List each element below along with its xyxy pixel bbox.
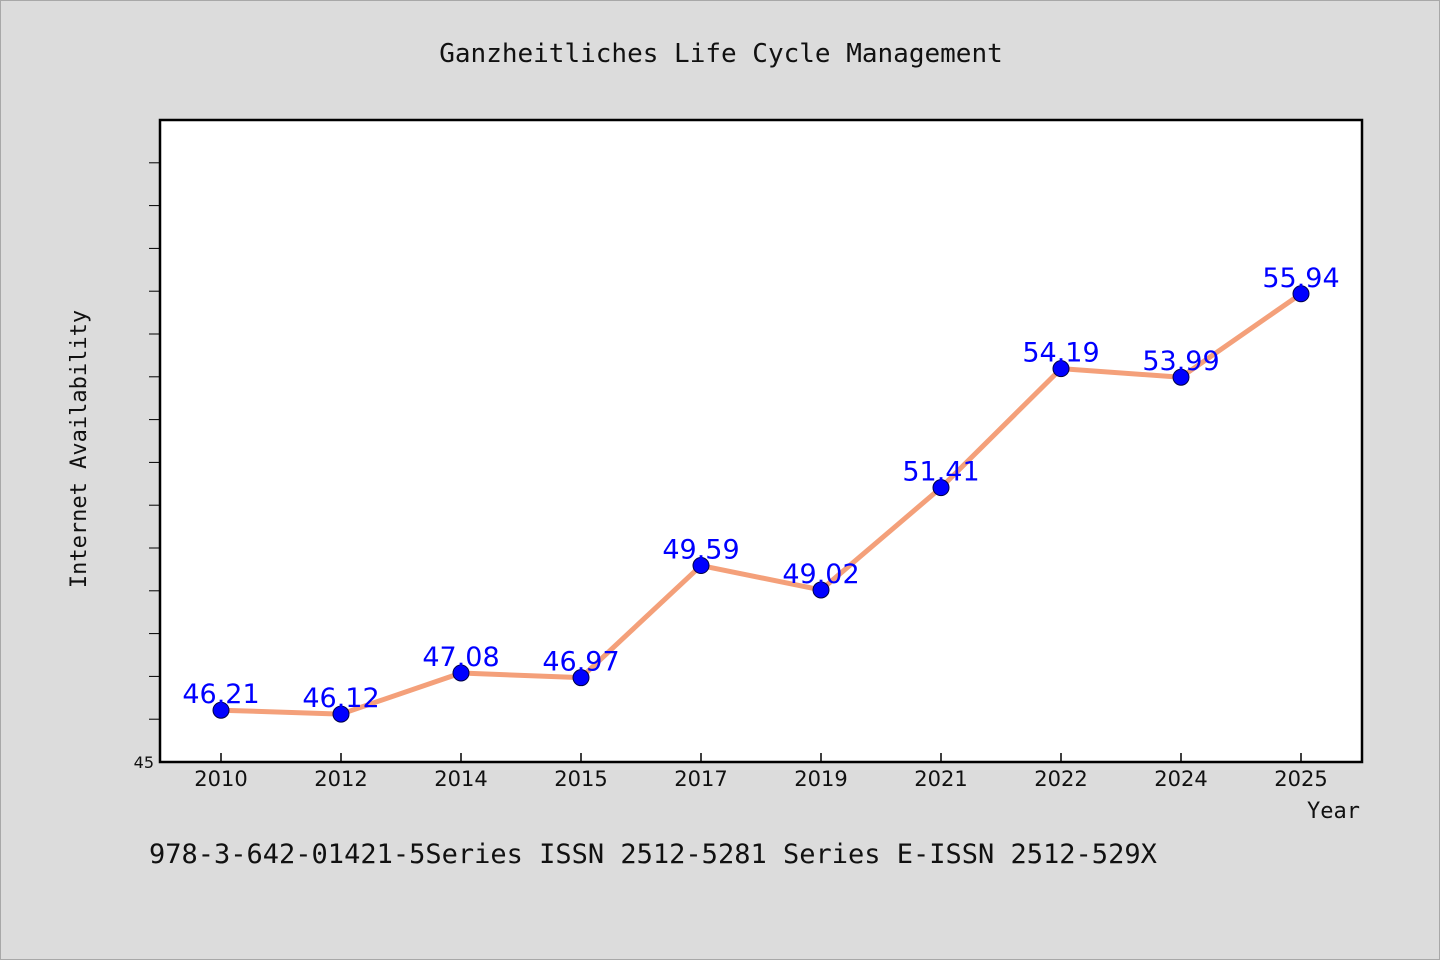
data-markers: [212, 285, 1310, 723]
x-tick-label: 2010: [194, 767, 247, 791]
data-label: 46.97: [542, 647, 619, 678]
y-tick-label: 45: [134, 753, 154, 772]
data-point: [332, 705, 350, 723]
data-point: [572, 669, 590, 687]
x-tick-label: 2019: [794, 767, 847, 791]
series-line-group: [218, 291, 1304, 717]
x-tick-label: 2012: [314, 767, 367, 791]
data-label: 49.59: [662, 535, 739, 566]
x-axis-ticks: 2010 2012 2014 2015 2017 2019 2021 2022 2024 2025: [194, 753, 1328, 791]
data-label: 46.21: [182, 679, 259, 710]
y-axis-ticks: 45: [134, 162, 160, 772]
series-line: [218, 291, 1304, 717]
data-point: [1172, 368, 1190, 386]
plot-area: [158, 118, 1364, 764]
footer-text: 978-3-642-01421-5Series ISSN 2512-5281 S…: [149, 839, 1157, 870]
data-point: [212, 701, 230, 719]
data-labels: 46.21 46.12 47.08 46.97 49.59 49.02 51.41 54.19…: [182, 263, 1339, 714]
data-label: 54.19: [1022, 338, 1099, 369]
data-point: [1052, 360, 1070, 378]
data-label: 47.08: [422, 642, 499, 673]
x-tick-label: 2015: [554, 767, 607, 791]
x-axis-label: Year: [1307, 799, 1360, 824]
chart-title: Ganzheitliches Life Cycle Management: [439, 39, 1003, 69]
x-tick-label: 2024: [1154, 767, 1207, 791]
data-point: [692, 557, 710, 575]
x-tick-label: 2014: [434, 767, 487, 791]
data-point: [812, 581, 830, 599]
data-label: 53.99: [1142, 346, 1219, 377]
data-label: 51.41: [902, 457, 979, 488]
data-point: [932, 479, 950, 497]
x-tick-label: 2025: [1274, 767, 1327, 791]
data-point: [452, 664, 470, 682]
x-tick-label: 2021: [914, 767, 967, 791]
data-label: 49.02: [782, 559, 859, 590]
data-label: 55.94: [1262, 263, 1339, 294]
data-point: [1292, 285, 1310, 303]
x-tick-label: 2017: [674, 767, 727, 791]
x-tick-label: 2022: [1034, 767, 1087, 791]
data-label: 46.12: [302, 683, 379, 714]
y-axis-label: Internet Availability: [67, 310, 92, 588]
